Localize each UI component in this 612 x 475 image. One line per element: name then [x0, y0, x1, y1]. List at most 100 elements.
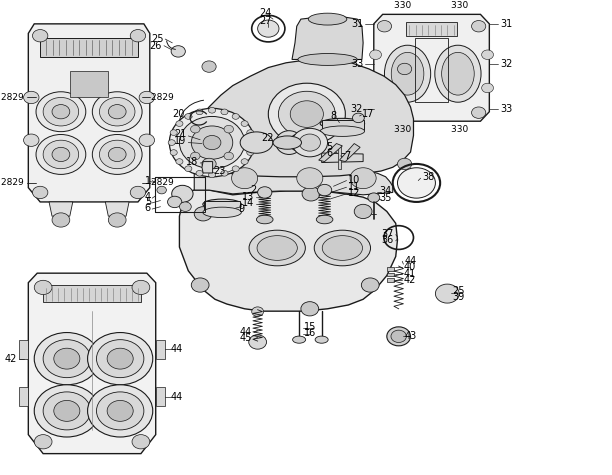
Text: 33: 33 [500, 104, 512, 114]
Text: 19: 19 [174, 136, 187, 146]
Circle shape [232, 114, 239, 119]
Circle shape [52, 104, 70, 119]
Polygon shape [202, 162, 212, 173]
Circle shape [36, 92, 86, 132]
Circle shape [170, 150, 177, 155]
Circle shape [370, 83, 381, 93]
Circle shape [196, 171, 203, 176]
Text: 3 30: 3 30 [394, 125, 411, 134]
Polygon shape [70, 71, 108, 97]
Circle shape [170, 130, 177, 135]
Circle shape [54, 348, 80, 369]
Circle shape [52, 147, 70, 162]
Text: 3 30: 3 30 [451, 1, 468, 10]
Circle shape [34, 332, 99, 385]
Text: 44: 44 [171, 344, 183, 354]
Bar [155, 177, 205, 212]
Polygon shape [28, 24, 150, 202]
Polygon shape [28, 273, 155, 454]
Text: 28 29: 28 29 [1, 93, 24, 102]
Circle shape [24, 91, 39, 104]
Circle shape [241, 159, 248, 164]
Text: 21: 21 [174, 129, 187, 139]
Text: 27: 27 [259, 16, 272, 26]
Circle shape [247, 130, 254, 135]
Circle shape [248, 335, 267, 349]
Text: 5: 5 [326, 142, 332, 152]
Ellipse shape [240, 132, 273, 153]
Circle shape [318, 184, 332, 196]
Circle shape [292, 128, 327, 157]
Text: 16: 16 [304, 329, 316, 339]
Circle shape [350, 168, 376, 189]
Bar [406, 22, 457, 36]
Text: 39: 39 [452, 293, 465, 303]
Circle shape [34, 385, 99, 437]
Circle shape [378, 107, 392, 118]
Circle shape [179, 116, 245, 169]
Circle shape [172, 185, 193, 202]
Circle shape [192, 278, 209, 292]
Polygon shape [338, 145, 341, 169]
Text: 18: 18 [186, 157, 198, 167]
Circle shape [139, 91, 155, 104]
Ellipse shape [276, 131, 302, 154]
Polygon shape [105, 202, 129, 216]
Text: 35: 35 [379, 193, 392, 203]
Text: 20: 20 [172, 109, 184, 119]
Circle shape [231, 168, 258, 189]
Circle shape [278, 91, 335, 137]
Text: 31: 31 [500, 19, 512, 29]
Polygon shape [20, 340, 28, 359]
Circle shape [32, 186, 48, 199]
Text: 11: 11 [348, 182, 360, 192]
Ellipse shape [249, 230, 305, 266]
Circle shape [297, 168, 323, 189]
Circle shape [370, 50, 381, 59]
Text: 44: 44 [239, 327, 252, 337]
Polygon shape [49, 202, 73, 216]
Ellipse shape [298, 54, 357, 66]
Circle shape [176, 159, 183, 164]
Text: 9: 9 [239, 204, 245, 214]
Ellipse shape [442, 52, 474, 95]
Text: 24: 24 [259, 9, 272, 19]
Circle shape [24, 134, 39, 146]
Ellipse shape [320, 118, 365, 129]
Polygon shape [230, 131, 310, 154]
Circle shape [221, 109, 228, 115]
Circle shape [130, 29, 146, 42]
Text: 6: 6 [326, 148, 332, 158]
Circle shape [32, 29, 48, 42]
Circle shape [202, 158, 216, 170]
Ellipse shape [391, 52, 424, 95]
Text: 25: 25 [152, 34, 164, 44]
Text: 41: 41 [403, 269, 416, 279]
Text: 26: 26 [149, 41, 162, 51]
Circle shape [482, 50, 493, 59]
Text: 33: 33 [351, 59, 363, 69]
Circle shape [209, 172, 215, 178]
Text: 36: 36 [382, 235, 394, 245]
Text: 13: 13 [242, 192, 254, 202]
Text: 4: 4 [145, 192, 151, 202]
Circle shape [88, 385, 153, 437]
Circle shape [299, 134, 321, 151]
Circle shape [168, 196, 182, 208]
Text: 38: 38 [422, 172, 435, 182]
Text: 32: 32 [500, 59, 512, 69]
Text: 14: 14 [242, 199, 254, 209]
Circle shape [391, 330, 406, 342]
Text: 22: 22 [262, 133, 274, 143]
Polygon shape [292, 15, 363, 59]
Circle shape [171, 46, 185, 57]
Circle shape [247, 150, 254, 155]
Circle shape [108, 104, 126, 119]
Text: 40: 40 [403, 262, 416, 272]
Text: 44: 44 [405, 256, 417, 266]
Circle shape [221, 171, 228, 176]
Circle shape [36, 134, 86, 174]
Ellipse shape [384, 45, 431, 102]
Text: 28 29: 28 29 [1, 179, 24, 188]
Circle shape [107, 400, 133, 421]
